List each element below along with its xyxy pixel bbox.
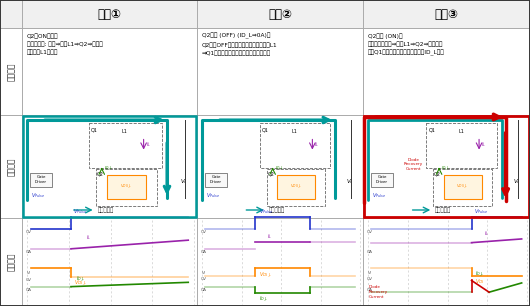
Text: $V_i$: $V_i$ bbox=[367, 269, 373, 277]
Text: $I_L$: $I_L$ bbox=[267, 232, 272, 241]
Bar bbox=[95, 169, 157, 206]
Text: OA: OA bbox=[367, 250, 373, 254]
Bar bbox=[371, 173, 393, 187]
Text: $I_L$: $I_L$ bbox=[481, 140, 486, 149]
Text: Q2: Q2 bbox=[268, 172, 275, 177]
Text: OA: OA bbox=[26, 288, 32, 292]
Text: $I_{D\_L}$: $I_{D\_L}$ bbox=[474, 270, 484, 278]
Text: 工作①: 工作① bbox=[98, 8, 121, 21]
Text: OV: OV bbox=[26, 278, 32, 282]
Text: Q1: Q1 bbox=[91, 127, 98, 132]
Text: 工作說明: 工作說明 bbox=[6, 62, 15, 81]
Text: $V_{Pulse}$: $V_{Pulse}$ bbox=[473, 207, 488, 216]
Text: L1: L1 bbox=[458, 129, 464, 134]
Bar bbox=[364, 116, 529, 217]
Text: $V_i$: $V_i$ bbox=[513, 177, 520, 186]
Text: Q1: Q1 bbox=[262, 127, 269, 132]
Bar bbox=[363, 0, 530, 28]
Text: $I_L$: $I_L$ bbox=[314, 140, 320, 149]
Text: $I_{D\_L}$: $I_{D\_L}$ bbox=[259, 294, 269, 303]
Text: $V_{DS\_L}$: $V_{DS\_L}$ bbox=[120, 183, 132, 191]
Bar bbox=[22, 0, 197, 28]
Text: $V_{Pulse}$: $V_{Pulse}$ bbox=[31, 191, 45, 200]
Text: OA: OA bbox=[201, 250, 207, 254]
Text: 工作②: 工作② bbox=[268, 8, 292, 21]
Bar bbox=[0, 0, 22, 28]
Text: $V_{DS\_L}$: $V_{DS\_L}$ bbox=[74, 278, 87, 286]
Bar bbox=[107, 175, 146, 199]
Text: OV: OV bbox=[26, 230, 32, 234]
Text: $V_{DS}$: $V_{DS}$ bbox=[474, 277, 484, 286]
Bar bbox=[427, 123, 497, 168]
Text: OV: OV bbox=[367, 277, 373, 281]
Text: OV: OV bbox=[201, 230, 207, 234]
Bar bbox=[197, 0, 363, 28]
Text: $I_L$: $I_L$ bbox=[86, 233, 91, 242]
Text: 電流路徑: 電流路徑 bbox=[6, 157, 15, 176]
Text: ：電流路徑: ：電流路徑 bbox=[435, 207, 452, 213]
Text: $V_{DS\_L}$: $V_{DS\_L}$ bbox=[259, 270, 272, 279]
Bar bbox=[260, 123, 330, 168]
Text: $I_{D\_L}$: $I_{D\_L}$ bbox=[76, 274, 85, 283]
Bar bbox=[267, 169, 325, 206]
Text: OA: OA bbox=[201, 288, 207, 292]
Text: OV: OV bbox=[201, 277, 207, 281]
Text: Q2: Q2 bbox=[434, 172, 441, 177]
Text: Diode
Recovery
Current: Diode Recovery Current bbox=[369, 285, 388, 299]
Text: OV: OV bbox=[367, 230, 373, 234]
Text: L1: L1 bbox=[121, 129, 127, 134]
Text: $V_{Pulse}$: $V_{Pulse}$ bbox=[206, 191, 220, 200]
Text: $V_{Pulse}$: $V_{Pulse}$ bbox=[73, 207, 87, 216]
Text: Q2為ON狀態。
電流路徑為: 電源⇒電感L1⇒Q2⇒電源，
此時電感L1蓄能。: Q2為ON狀態。 電流路徑為: 電源⇒電感L1⇒Q2⇒電源， 此時電感L1蓄能。 bbox=[27, 33, 103, 55]
Text: $V_i$: $V_i$ bbox=[180, 177, 187, 186]
Text: OA: OA bbox=[26, 250, 32, 254]
Text: Gate
Driver: Gate Driver bbox=[35, 175, 47, 184]
Bar bbox=[277, 175, 315, 199]
Text: 波形概略: 波形概略 bbox=[6, 253, 15, 271]
Text: $V_i$: $V_i$ bbox=[26, 269, 32, 277]
Bar bbox=[89, 123, 162, 168]
Text: L1: L1 bbox=[292, 129, 297, 134]
Text: Q2: Q2 bbox=[96, 172, 103, 177]
Text: $V_{Pulse}$: $V_{Pulse}$ bbox=[259, 207, 273, 216]
Bar bbox=[205, 173, 227, 187]
Text: ：電流路徑: ：電流路徑 bbox=[269, 207, 285, 213]
Text: $V_{Pulse}$: $V_{Pulse}$ bbox=[372, 191, 386, 200]
Text: Q2關斷 (OFF) (ID_L⇒0A)，
Q2變為OFF狀態。因此電流路徑為電感L1
⇒Q1體二極管的閉合電路，變為續流運行: Q2關斷 (OFF) (ID_L⇒0A)， Q2變為OFF狀態。因此電流路徑為電… bbox=[202, 33, 278, 56]
Text: $V_i$: $V_i$ bbox=[201, 269, 207, 277]
Text: $V_{DS\_L}$: $V_{DS\_L}$ bbox=[290, 183, 302, 191]
Text: Gate
Driver: Gate Driver bbox=[210, 175, 222, 184]
Bar bbox=[30, 173, 52, 187]
Text: Q2導通 (ON)，
電流路徑為電源⇒電感L1⇒Q2⇒電源，此
時，Q1的反向恢復電流與導通時的ID_L重疊: Q2導通 (ON)， 電流路徑為電源⇒電感L1⇒Q2⇒電源，此 時，Q1的反向恢… bbox=[368, 33, 445, 56]
Text: $I_{D\_L}$: $I_{D\_L}$ bbox=[104, 164, 112, 173]
Text: $I_L$: $I_L$ bbox=[483, 229, 489, 238]
Bar bbox=[433, 169, 492, 206]
Text: $I_L$: $I_L$ bbox=[146, 140, 151, 149]
Text: $V_i$: $V_i$ bbox=[346, 177, 353, 186]
Text: Gate
Driver: Gate Driver bbox=[376, 175, 388, 184]
Bar bbox=[444, 175, 482, 199]
Text: 工作③: 工作③ bbox=[435, 8, 458, 21]
Text: $I_{D\_L}$: $I_{D\_L}$ bbox=[441, 164, 450, 173]
Text: Q1: Q1 bbox=[428, 127, 435, 132]
Text: $V_{DS\_L}$: $V_{DS\_L}$ bbox=[456, 183, 469, 191]
Bar bbox=[23, 116, 196, 217]
Text: ：電流路徑: ：電流路徑 bbox=[98, 207, 114, 213]
Text: OA: OA bbox=[367, 288, 373, 292]
Text: $I_{D\_L}$: $I_{D\_L}$ bbox=[275, 164, 284, 173]
Text: Diode
Recovery
Current: Diode Recovery Current bbox=[403, 158, 423, 171]
